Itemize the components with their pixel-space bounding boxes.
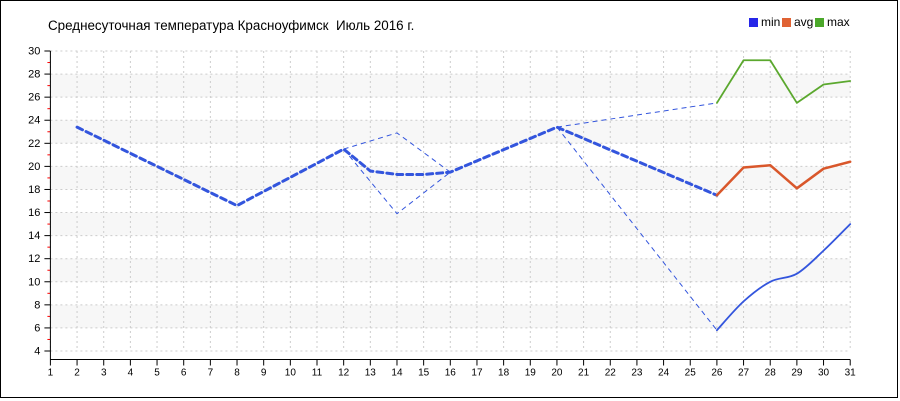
svg-text:8: 8 [34,299,40,311]
svg-text:6: 6 [181,368,187,379]
svg-text:20: 20 [28,161,40,173]
svg-text:8: 8 [234,368,240,379]
svg-text:15: 15 [418,368,430,379]
svg-text:11: 11 [312,368,323,379]
svg-text:28: 28 [28,69,40,81]
svg-text:1: 1 [48,368,54,379]
svg-text:25: 25 [685,368,697,379]
svg-text:21: 21 [578,368,590,379]
svg-text:7: 7 [208,368,214,379]
svg-text:30: 30 [818,368,830,379]
svg-text:4: 4 [34,346,40,358]
svg-text:30: 30 [28,46,40,58]
svg-text:24: 24 [658,368,670,379]
svg-text:12: 12 [338,368,350,379]
svg-text:4: 4 [128,368,134,379]
svg-text:31: 31 [845,368,857,379]
svg-text:12: 12 [28,253,40,265]
svg-text:3: 3 [101,368,107,379]
svg-text:27: 27 [738,368,750,379]
svg-text:19: 19 [525,368,537,379]
svg-text:17: 17 [471,368,483,379]
svg-text:16: 16 [28,207,40,219]
svg-text:18: 18 [498,368,510,379]
svg-text:14: 14 [391,368,403,379]
svg-text:10: 10 [28,276,40,288]
svg-text:29: 29 [791,368,803,379]
svg-text:2: 2 [74,368,80,379]
svg-text:13: 13 [365,368,377,379]
svg-text:26: 26 [711,368,723,379]
svg-text:26: 26 [28,92,40,104]
svg-text:22: 22 [605,368,617,379]
svg-text:6: 6 [34,322,40,334]
svg-text:16: 16 [445,368,457,379]
svg-text:28: 28 [765,368,777,379]
svg-text:20: 20 [551,368,563,379]
svg-text:10: 10 [285,368,297,379]
svg-text:23: 23 [631,368,643,379]
svg-text:5: 5 [154,368,160,379]
svg-text:9: 9 [261,368,267,379]
svg-text:24: 24 [28,115,40,127]
svg-text:18: 18 [28,184,40,196]
svg-text:22: 22 [28,138,40,150]
svg-text:14: 14 [28,230,40,242]
